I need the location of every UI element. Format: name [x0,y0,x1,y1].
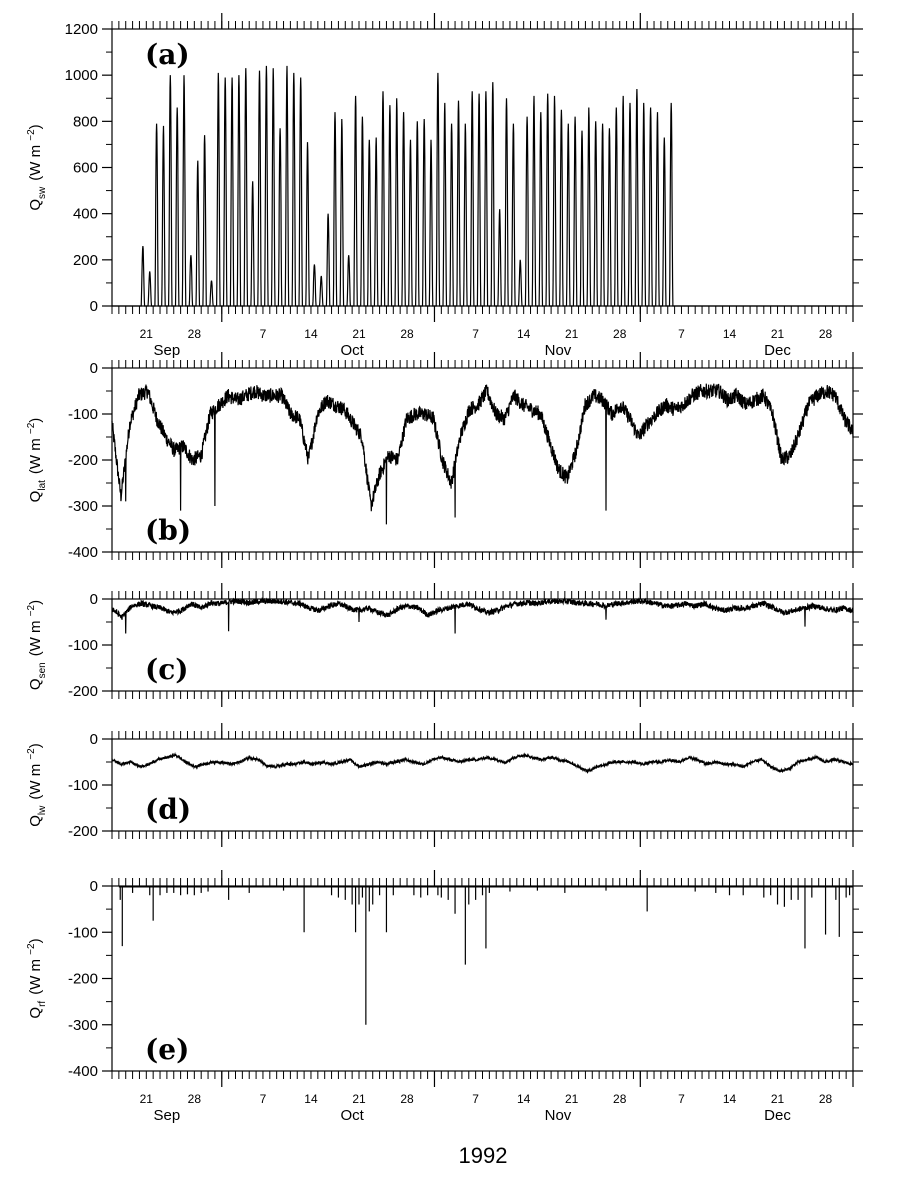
data-series [118,886,853,1025]
x-date-label: 21 [352,1092,366,1106]
panels: 0 200 400 600 800 1000 1200 Qsw(W m −2) (a) 21 28 7… [26,13,863,1124]
x-date-label: 21 [352,327,366,341]
x-date-label: 28 [400,327,414,341]
panel-d: -200 -100 0 Qlw(W m −2) (d) [26,723,863,847]
x-date-label: 28 [188,1092,202,1106]
x-month-label: Dec [764,342,791,359]
x-date-label: 14 [517,1092,531,1106]
x-date-label: 14 [723,327,737,341]
y-tick-label: 0 [90,298,98,315]
y-axis-label: Qrf(W m −2) [26,938,48,1018]
x-date-label: 21 [140,327,154,341]
panel-c: -200 -100 0 Qsen(W m −2) (c) [26,583,863,707]
y-tick-label: 0 [90,878,98,895]
x-date-label: 14 [723,1092,737,1106]
x-month-label: Nov [545,1107,572,1124]
y-tick-label: 400 [73,206,98,223]
x-date-label: 7 [678,327,685,341]
x-date-label: 28 [613,1092,627,1106]
y-axis-label: Qlat(W m −2) [26,418,48,503]
plot-frame [111,28,854,307]
panel-letter: (a) [145,38,190,71]
x-month-label: Oct [340,1107,364,1124]
y-tick-label: -100 [68,777,98,794]
x-date-label: 7 [260,327,267,341]
panel-letter: (e) [145,1033,189,1066]
x-month-label: Nov [545,342,572,359]
x-date-label: 21 [565,327,579,341]
panel-e: -400 -300 -200 -100 0 Qrf(W m −2) (e) 21 28 7 14 21… [26,870,863,1124]
x-date-label: 14 [304,1092,318,1106]
x-month-label: Sep [154,1107,181,1124]
y-tick-label: -300 [68,1017,98,1034]
y-tick-label: 0 [90,360,98,377]
panel-letter: (b) [145,514,191,547]
y-tick-label: 1000 [65,67,98,84]
x-date-label: 21 [771,327,785,341]
y-tick-label: 1200 [65,21,98,38]
x-month-label: Dec [764,1107,791,1124]
x-date-label: 28 [400,1092,414,1106]
x-date-label: 28 [188,327,202,341]
plot-frame [111,598,854,692]
x-month-label: Oct [340,342,364,359]
data-series [112,65,853,307]
y-tick-label: 200 [73,252,98,269]
x-date-label: 7 [472,1092,479,1106]
x-date-label: 28 [613,327,627,341]
y-tick-label: 0 [90,591,98,608]
data-series [111,596,854,634]
x-date-label: 21 [565,1092,579,1106]
plot-frame [111,885,854,1072]
y-tick-label: -100 [68,924,98,941]
x-date-label: 21 [771,1092,785,1106]
y-tick-label: 0 [90,731,98,748]
x-date-label: 28 [819,1092,833,1106]
panel-b: -400 -300 -200 -100 0 Qlat(W m −2) (b) [26,352,863,568]
y-tick-label: -200 [68,683,98,700]
y-tick-label: -200 [68,452,98,469]
x-date-label: 28 [819,327,833,341]
data-series [111,751,854,774]
y-tick-label: -300 [68,498,98,515]
y-tick-label: -100 [68,406,98,423]
data-series [111,383,854,525]
y-tick-label: -200 [68,971,98,988]
x-date-label: 7 [678,1092,685,1106]
y-tick-label: -100 [68,637,98,654]
x-date-label: 14 [517,327,531,341]
x-date-label: 7 [472,327,479,341]
y-tick-label: 600 [73,160,98,177]
x-month-label: Sep [154,342,181,359]
plot-frame [111,738,854,832]
x-date-label: 7 [260,1092,267,1106]
y-tick-label: -200 [68,823,98,840]
y-axis-label: Qsw(W m −2) [26,124,48,210]
panel-a: 0 200 400 600 800 1000 1200 Qsw(W m −2) (a) 21 28 7… [26,13,863,359]
year-label: 1992 [459,1143,508,1168]
panel-letter: (d) [145,793,191,826]
y-tick-label: 800 [73,113,98,130]
y-axis-label: Qsen(W m −2) [26,600,48,690]
y-axis-label: Qlw(W m −2) [26,743,48,827]
x-date-label: 14 [304,327,318,341]
panel-letter: (c) [145,653,189,686]
y-tick-label: -400 [68,544,98,561]
y-tick-label: -400 [68,1063,98,1080]
x-date-label: 21 [140,1092,154,1106]
